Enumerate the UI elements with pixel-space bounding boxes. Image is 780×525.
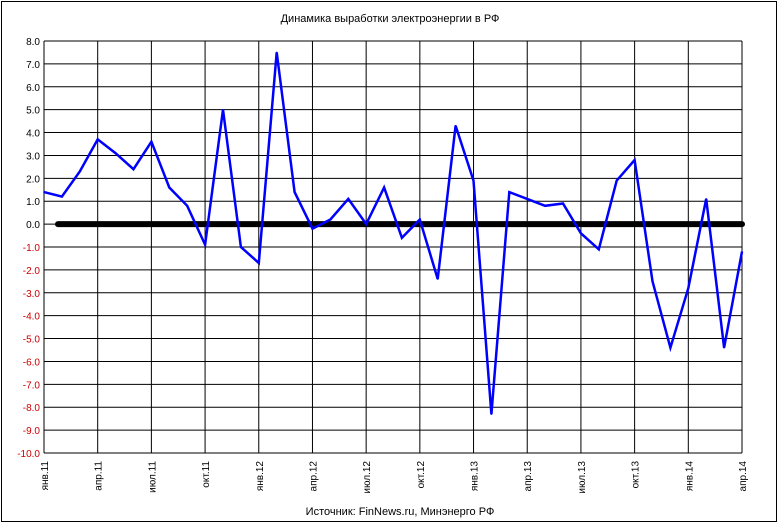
x-tick-label: янв.13	[470, 461, 481, 492]
x-tick-label: янв.11	[40, 461, 51, 491]
data-point	[723, 346, 725, 349]
y-tick-label: 4.0	[26, 129, 40, 140]
x-tick-label: апр.13	[523, 461, 534, 492]
y-tick-label: 5.0	[26, 106, 40, 117]
data-point	[526, 198, 529, 200]
x-tick-label: янв.14	[684, 461, 695, 492]
data-point	[204, 243, 206, 246]
data-point	[669, 346, 672, 349]
x-tick-label: апр.14	[738, 461, 749, 492]
y-tick-label: -1.0	[23, 243, 41, 254]
data-point	[329, 218, 332, 221]
y-tick-label: -6.0	[23, 357, 41, 368]
y-tick-label: 8.0	[26, 37, 40, 48]
data-point	[78, 170, 81, 173]
series-group	[43, 51, 744, 415]
data-point	[132, 168, 135, 170]
x-tick-label: янв.12	[255, 461, 266, 492]
data-point	[168, 186, 171, 189]
y-tick-label: -4.0	[23, 312, 41, 323]
data-point	[311, 227, 314, 230]
grid	[43, 40, 743, 454]
data-point	[598, 248, 600, 251]
data-point	[419, 218, 421, 221]
data-point	[741, 250, 743, 253]
data-point	[347, 198, 350, 200]
y-tick-label: 7.0	[26, 60, 40, 71]
y-tick-label: -5.0	[23, 335, 41, 346]
data-point	[61, 195, 63, 198]
data-point	[544, 205, 546, 207]
x-tick-label: окт.12	[416, 461, 427, 489]
data-point	[651, 280, 654, 283]
data-point	[562, 202, 564, 205]
chart-title: Динамика выработки электроэнергии в РФ	[281, 13, 500, 25]
data-point	[275, 51, 278, 54]
x-tick-label: окт.13	[631, 461, 642, 489]
y-tick-label: -9.0	[23, 426, 41, 437]
data-point	[43, 191, 45, 193]
x-tick-label: июл.11	[147, 461, 158, 493]
y-axis-ticks: 8.0 7.0 6.0 5.0 4.0 3.0 2.0 1.0 0.0 -1.0 -2.0 -3.0 -…	[17, 37, 40, 460]
y-tick-label: 3.0	[26, 151, 40, 162]
data-point	[401, 237, 403, 239]
y-tick-label: -3.0	[23, 289, 41, 300]
data-point	[490, 413, 493, 415]
x-tick-label: июл.12	[362, 461, 373, 494]
x-tick-label: апр.11	[94, 461, 105, 491]
y-tick-label: 1.0	[26, 197, 40, 208]
data-point	[365, 223, 367, 225]
data-point	[240, 246, 242, 248]
series-line	[43, 52, 744, 415]
data-point	[615, 179, 618, 182]
x-tick-label: окт.11	[201, 461, 212, 488]
x-tick-label: июл.13	[577, 461, 588, 494]
y-tick-label: 6.0	[26, 83, 40, 94]
data-point	[472, 179, 475, 182]
y-tick-label: -2.0	[23, 266, 41, 277]
data-point	[150, 140, 153, 143]
data-point	[383, 186, 385, 189]
data-point	[96, 138, 99, 141]
data-point	[687, 287, 690, 290]
x-axis-ticks: янв.11 апр.11 июл.11 окт.11 янв.12 апр.12 июл.…	[40, 461, 749, 494]
y-tick-label: 0.0	[26, 220, 40, 231]
source-note: Источник: FinNews.ru, Минэнерго РФ	[306, 506, 495, 518]
y-tick-label: -8.0	[23, 403, 41, 414]
data-point	[222, 108, 224, 111]
data-point	[580, 232, 582, 235]
data-point	[705, 198, 708, 200]
data-point	[186, 205, 188, 207]
x-tick-label: апр.12	[308, 461, 319, 492]
data-point	[114, 152, 117, 154]
data-point	[436, 278, 439, 280]
data-point	[293, 191, 296, 193]
data-point	[257, 262, 260, 264]
data-point	[633, 159, 636, 161]
data-point	[454, 124, 457, 127]
y-tick-label: -10.0	[17, 449, 40, 460]
data-point	[508, 191, 511, 193]
y-tick-label: 2.0	[26, 174, 40, 185]
y-tick-label: -7.0	[23, 380, 41, 391]
